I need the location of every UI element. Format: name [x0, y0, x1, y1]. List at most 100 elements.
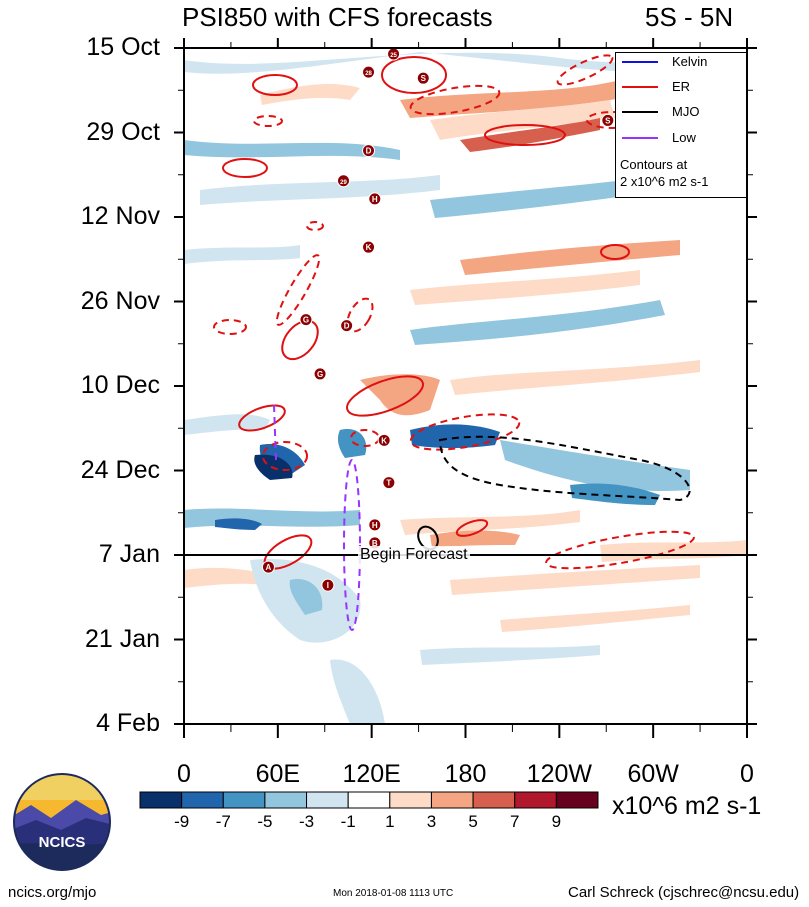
er-contour — [281, 319, 319, 361]
storm-marker: S — [601, 113, 615, 127]
chart-region: 5S - 5N — [645, 2, 734, 32]
storm-marker-label: B — [372, 539, 378, 548]
storm-marker-dot — [313, 367, 327, 381]
storm-marker-dot — [299, 313, 313, 327]
legend-note-line1: Contours at — [620, 157, 688, 172]
storm-marker: 25 — [387, 48, 401, 61]
x-tick-label: 0 — [177, 760, 191, 788]
legend: Kelvin ER MJO Low Contours at 2 x10^6 m2… — [615, 52, 747, 198]
colorbar-level-label: 9 — [551, 812, 562, 831]
legend-low-label: Low — [672, 130, 696, 145]
storm-marker-dot — [261, 560, 275, 574]
storm-marker-dot — [368, 518, 382, 532]
storm-marker-dot — [601, 113, 615, 127]
logo-text: NCICS — [39, 834, 86, 851]
er-contour-dashed — [409, 413, 521, 451]
storm-marker-label: G — [303, 316, 309, 325]
ncics-logo: NCICS — [13, 773, 111, 871]
storm-marker: 29 — [337, 174, 351, 188]
colorbar-swatch — [139, 791, 183, 809]
storm-marker: H — [368, 192, 382, 206]
storm-marker-label: D — [344, 322, 350, 331]
storm-marker: D — [340, 319, 354, 333]
legend-mjo-swatch — [622, 111, 658, 113]
storm-marker-dot — [382, 476, 396, 490]
colorbar-swatch — [306, 791, 349, 809]
legend-note-line2: 2 x10^6 m2 s-1 — [620, 174, 709, 189]
er-contour-dashed — [545, 530, 695, 570]
mjo-contour-dashed — [438, 435, 691, 502]
low-contour-dashed — [343, 459, 361, 631]
colorbar-swatch — [430, 791, 474, 809]
colorbar-swatch — [555, 791, 599, 809]
y-tick-label: 24 Dec — [80, 455, 160, 484]
begin-forecast-label: Begin Forecast — [358, 546, 470, 564]
storm-marker-label: S — [421, 74, 427, 83]
storm-marker: I — [321, 578, 335, 592]
storm-marker-label: D — [366, 147, 372, 156]
x-tick-label: 0 — [740, 760, 754, 788]
storm-marker-dot — [362, 240, 376, 254]
er-contour — [600, 244, 630, 260]
storm-marker: S — [416, 71, 430, 85]
er-contour — [222, 158, 268, 178]
y-tick-label: 7 Jan — [98, 540, 160, 568]
storm-marker-dot — [321, 578, 335, 592]
er-contour — [381, 56, 447, 94]
colorbar-swatch — [347, 791, 391, 809]
storm-marker-label: T — [386, 479, 391, 488]
colorbar-swatch — [181, 791, 224, 809]
er-contour-dashed — [275, 254, 321, 326]
legend-er-label: ER — [672, 79, 691, 94]
er-contour — [455, 519, 489, 537]
storm-marker: 28 — [362, 65, 376, 79]
storm-marker-label: K — [381, 436, 387, 445]
wave-contours — [213, 54, 695, 631]
y-tick-label: 26 Nov — [80, 286, 160, 315]
colorbar-level-label: -7 — [215, 812, 231, 831]
storm-marker: G — [299, 313, 313, 327]
low-contour-dashed — [273, 404, 277, 461]
storm-marker: A — [261, 560, 275, 574]
storm-marker: G — [313, 367, 327, 381]
storm-marker-label: G — [317, 370, 323, 379]
er-contour-dashed — [409, 84, 501, 116]
x-tick-label: 60E — [255, 760, 301, 788]
colorbar-level-label: 5 — [468, 812, 478, 831]
footer-url[interactable]: ncics.org/mjo — [8, 884, 97, 901]
storm-marker-dot — [340, 319, 354, 333]
storm-marker-dot — [416, 71, 430, 85]
x-tick-label: 120E — [342, 760, 401, 788]
storm-marker: D — [362, 144, 376, 158]
y-tick-label: 29 Oct — [86, 117, 160, 146]
colorbar-level-label: -3 — [298, 812, 315, 831]
colorbar-units: x10^6 m2 s-1 — [612, 792, 762, 820]
colorbar-level-label: 7 — [509, 812, 520, 831]
footer-credit: Carl Schreck (cjschrec@ncsu.edu) — [568, 884, 800, 901]
storm-marker-label: 25 — [390, 53, 397, 59]
er-contour-dashed — [253, 115, 283, 127]
legend-kelvin-label: Kelvin — [672, 54, 708, 69]
colorbar-level-label: -5 — [257, 812, 273, 831]
legend-er-swatch — [622, 86, 658, 88]
er-contour-dashed — [262, 441, 308, 471]
er-contour — [484, 124, 566, 146]
y-tick-label: 15 Oct — [86, 33, 160, 61]
storm-marker-dot — [368, 192, 382, 206]
legend-low-swatch — [622, 137, 658, 139]
colorbar-level-label: -1 — [340, 812, 356, 831]
er-contour — [238, 404, 286, 432]
axes — [174, 38, 757, 738]
storm-marker-dot — [362, 144, 376, 158]
storm-marker-label: A — [266, 563, 272, 572]
storm-marker-label: 28 — [365, 71, 372, 77]
storm-marker-label: H — [372, 521, 378, 530]
er-contour — [252, 74, 298, 96]
y-tick-label: 21 Jan — [84, 624, 160, 653]
colorbar — [139, 791, 599, 809]
footer-timestamp: Mon 2018-01-08 1113 UTC — [333, 888, 454, 899]
x-tick-label: 120W — [526, 760, 592, 788]
